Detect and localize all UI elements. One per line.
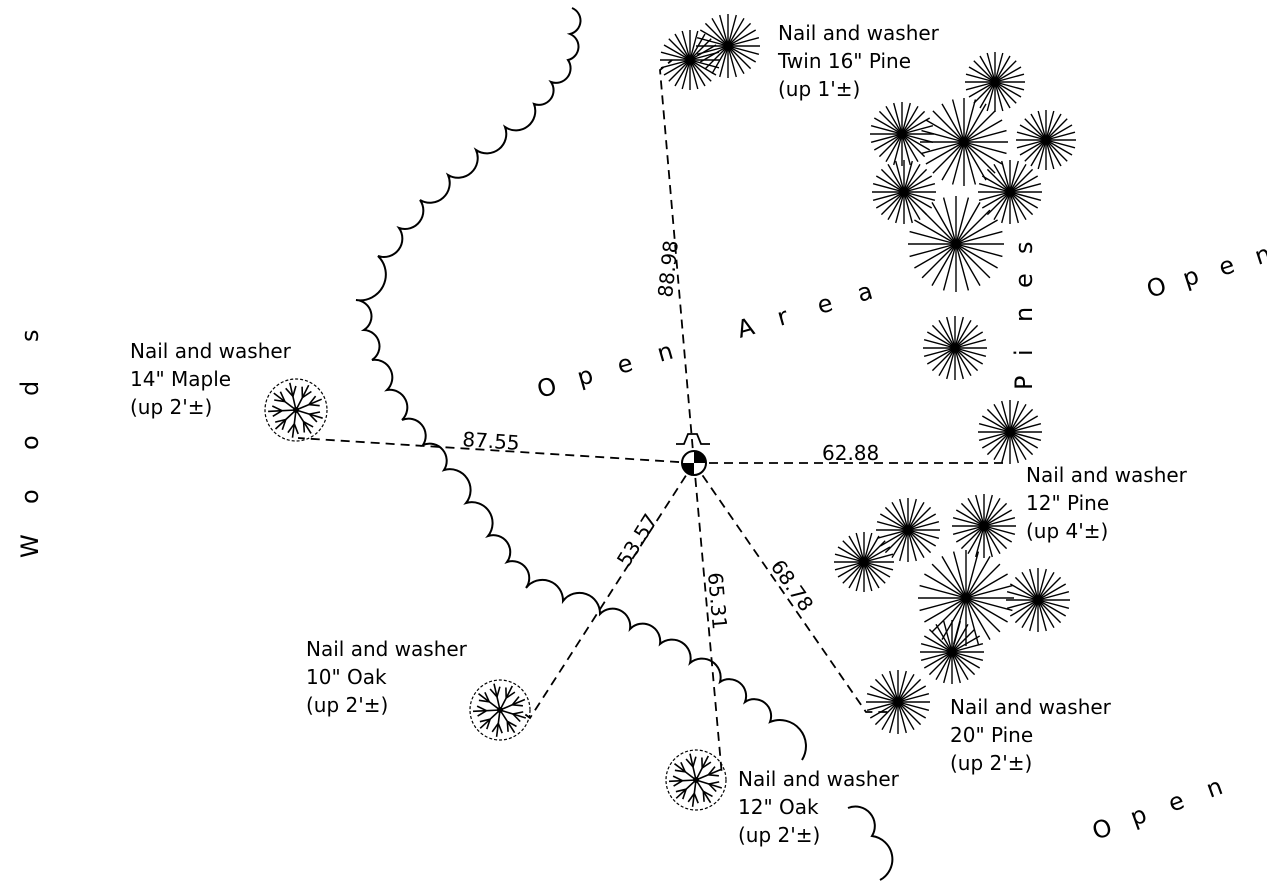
area-label-letter: W <box>16 534 44 558</box>
conifer-tree-icon <box>908 196 1004 292</box>
tie-line-oak-10 <box>521 462 695 720</box>
area-label-letter: a <box>854 277 876 308</box>
label-line: Nail and washer <box>1026 463 1188 487</box>
label-line: (up 4'±) <box>1026 519 1108 543</box>
label-oak-12: Nail and washer 12" Oak (up 2'±) <box>738 767 900 847</box>
area-label-letter: i <box>1010 349 1038 356</box>
tie-line-twin-pine <box>659 59 695 464</box>
area-label-letter: p <box>1179 261 1202 292</box>
label-twin-pine: Nail and washer Twin 16" Pine (up 1'±) <box>777 21 940 101</box>
conifer-tree-icon <box>923 316 987 380</box>
label-line: Nail and washer <box>306 637 468 661</box>
label-line: 12" Pine <box>1026 491 1109 515</box>
conifer-tree-icon <box>1016 110 1076 170</box>
area-label-letter: d <box>16 381 44 396</box>
distance-oak-10: 53.57 <box>612 509 663 570</box>
distance-maple: 87.55 <box>462 427 521 455</box>
tree-line-scallop <box>355 7 807 761</box>
label-line: (up 1'±) <box>778 77 860 101</box>
deciduous-tree-icon <box>665 749 727 811</box>
area-label-letter: n <box>1010 307 1038 322</box>
conifer-tree-icon <box>870 102 934 166</box>
conifer-tree-icon <box>696 14 760 78</box>
label-line: Nail and washer <box>778 21 940 45</box>
area-label-letter: p <box>574 361 596 392</box>
label-line: 10" Oak <box>306 665 387 689</box>
conifer-tree-icon <box>965 52 1025 112</box>
label-maple: Nail and washer 14" Maple (up 2'±) <box>130 339 292 419</box>
distance-pine-20: 68.78 <box>766 555 819 616</box>
area-label-letter: A <box>734 312 758 344</box>
conifer-tree-icon <box>952 494 1016 558</box>
label-line: (up 2'±) <box>306 693 388 717</box>
area-label-letter: e <box>1010 273 1038 288</box>
area-label-letter: n <box>654 337 676 368</box>
area-label-letter: r <box>774 302 791 332</box>
label-pine-20: Nail and washer 20" Pine (up 2'±) <box>950 695 1112 775</box>
conifer-tree-icon <box>866 670 930 734</box>
label-line: Twin 16" Pine <box>777 49 911 73</box>
label-line: Nail and washer <box>950 695 1112 719</box>
conifer-tree-icon <box>660 30 720 90</box>
woods-edge-tree-line <box>355 7 894 881</box>
deciduous-trees <box>264 378 727 811</box>
conifer-tree-icon <box>876 498 940 562</box>
label-line: Nail and washer <box>130 339 292 363</box>
label-oak-10: Nail and washer 10" Oak (up 2'±) <box>306 637 468 717</box>
label-line: 20" Pine <box>950 723 1033 747</box>
label-line: (up 2'±) <box>738 823 820 847</box>
label-line: 14" Maple <box>130 367 231 391</box>
label-pine-12: Nail and washer 12" Pine (up 4'±) <box>1026 463 1188 543</box>
distance-pine-12: 62.88 <box>822 441 879 465</box>
area-label-woods: Wo o d s <box>16 329 44 558</box>
area-label-letter: e <box>1215 251 1238 282</box>
area-label-pines: Pi n e s <box>1010 241 1038 390</box>
area-label-letter: O <box>534 372 560 404</box>
conifer-tree-icon <box>1006 568 1070 632</box>
area-label-letter: p <box>1126 800 1150 832</box>
pine-trees <box>660 14 1076 734</box>
area-label-letter: o <box>16 435 44 450</box>
tree-line-scallop <box>847 805 894 881</box>
area-label-letter: e <box>614 349 636 380</box>
area-label-letter: n <box>1251 239 1267 270</box>
area-label-letter: n <box>1202 772 1226 804</box>
area-label-letter: O <box>1088 813 1115 846</box>
distance-oak-12: 65.31 <box>703 571 732 630</box>
conifer-tree-icon <box>920 98 1008 186</box>
survey-control-point-icon <box>676 433 710 476</box>
deciduous-tree-icon <box>264 378 328 442</box>
conifer-tree-icon <box>834 532 894 592</box>
conifer-tree-icon <box>920 620 984 684</box>
area-label-letter: s <box>16 329 44 342</box>
tie-line-oak-12 <box>693 462 723 777</box>
conifer-tree-icon <box>918 550 1014 646</box>
label-line: (up 2'±) <box>130 395 212 419</box>
area-label-letter: O <box>1143 271 1170 303</box>
area-label-letter: e <box>1164 786 1187 817</box>
area-label-letter: s <box>1010 241 1038 254</box>
label-line: 12" Oak <box>738 795 819 819</box>
conifer-tree-icon <box>978 400 1042 464</box>
deciduous-tree-icon <box>469 679 531 741</box>
label-line: (up 2'±) <box>950 751 1032 775</box>
conifer-tree-icon <box>872 160 936 224</box>
area-label-letter: P <box>1010 376 1038 390</box>
tie-line-maple <box>297 437 695 464</box>
conifer-tree-icon <box>978 160 1042 224</box>
area-label-letter: e <box>814 289 836 320</box>
distance-twin-pine: 88.98 <box>653 239 683 298</box>
label-line: Nail and washer <box>738 767 900 791</box>
area-label-letter: o <box>16 489 44 504</box>
